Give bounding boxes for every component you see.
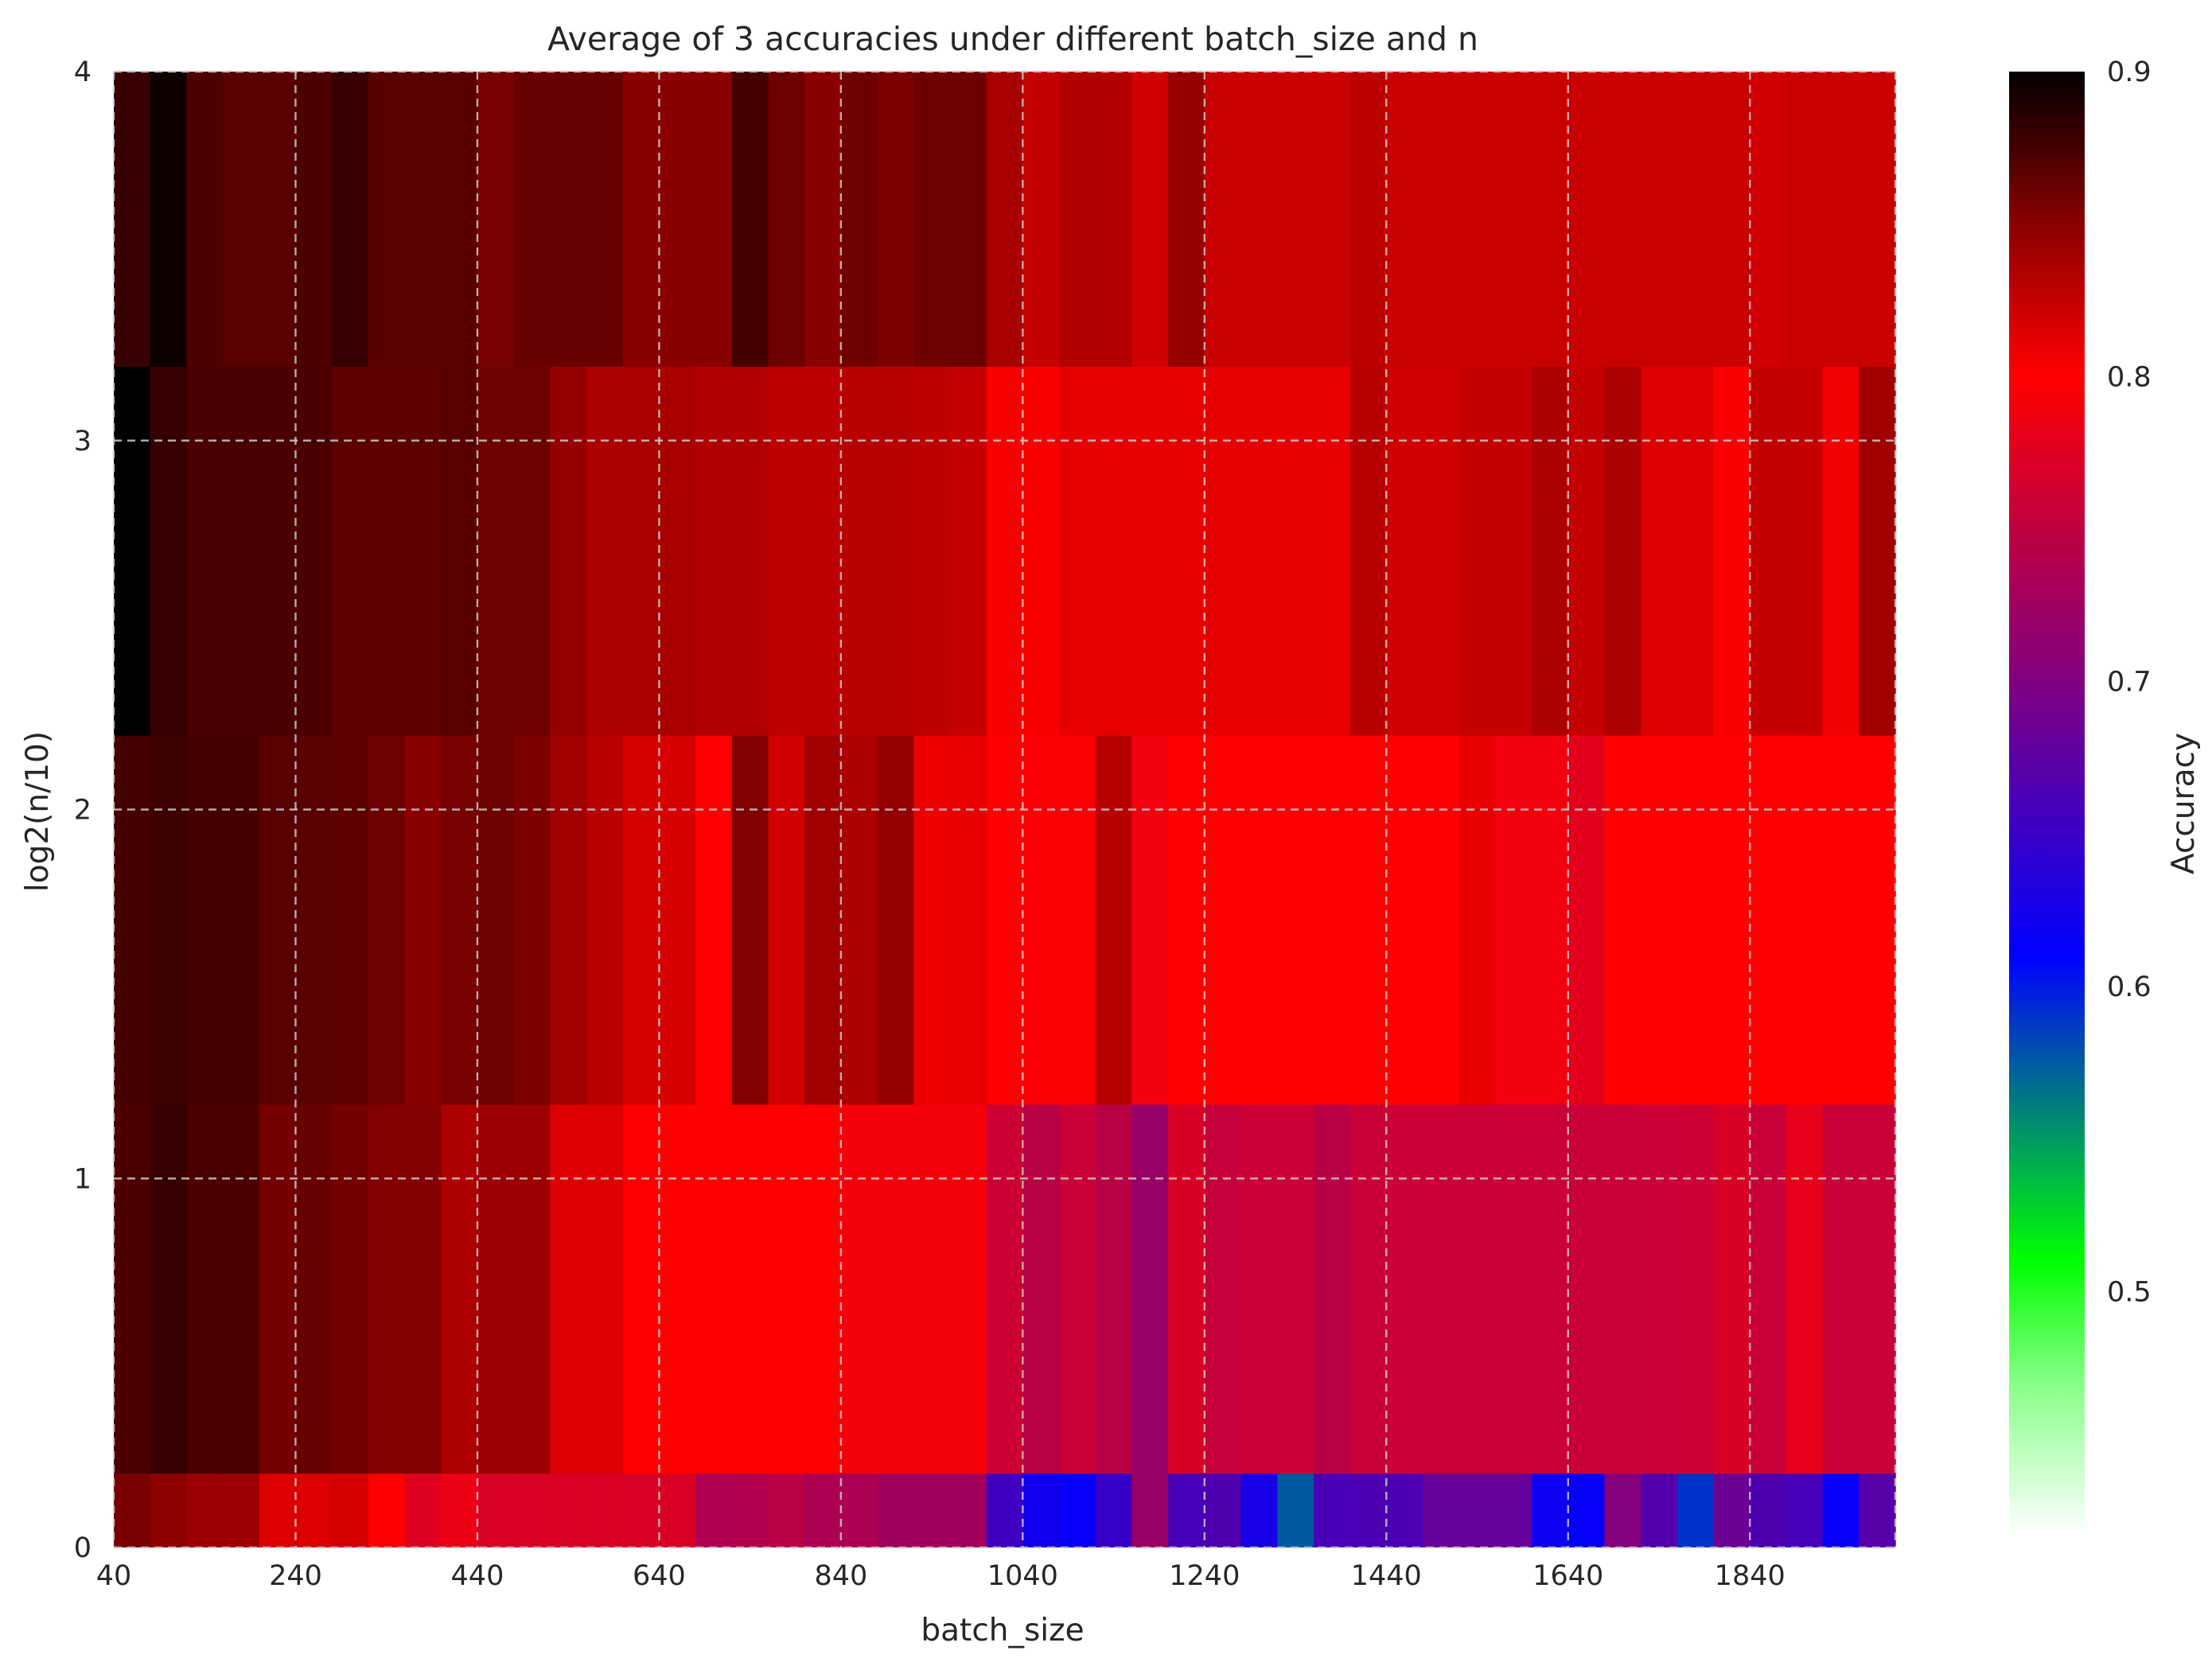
- heatmap-cell: [1895, 72, 1896, 367]
- x-tick-label: 840: [814, 1560, 867, 1592]
- x-tick-label: 40: [96, 1560, 132, 1592]
- heatmap-cell: [622, 72, 660, 367]
- heatmap-cell: [1386, 72, 1423, 367]
- chart-title: Average of 3 accuracies under different …: [547, 20, 1478, 58]
- heatmap-cell: [295, 72, 333, 367]
- heatmap-cell: [186, 72, 224, 367]
- heatmap-cell: [731, 72, 769, 367]
- heatmap-cell: [150, 72, 187, 367]
- heatmap-cell: [1604, 72, 1641, 367]
- heatmap-cell: [1750, 72, 1787, 367]
- heatmap-cell: [840, 72, 878, 367]
- heatmap-cells: [114, 72, 1896, 1547]
- heatmap-cell: [223, 72, 260, 367]
- y-tick-label: 4: [74, 56, 92, 88]
- heatmap-cell: [1532, 72, 1569, 367]
- heatmap-cell: [1713, 72, 1751, 367]
- heatmap-cell: [477, 72, 515, 367]
- y-tick-label: 0: [74, 1532, 92, 1564]
- heatmap-cell: [1022, 72, 1060, 367]
- heatmap-cell: [1495, 72, 1532, 367]
- colorbar-tick-label: 0.6: [2107, 971, 2152, 1003]
- x-tick-labels: 40 240 440 640 840 1040 1240 1440 1640 1840: [96, 1560, 1786, 1592]
- heatmap-cell: [877, 72, 914, 367]
- heatmap-cell: [1458, 72, 1496, 367]
- heatmap-cell: [550, 72, 587, 367]
- heatmap-cell: [986, 72, 1023, 367]
- heatmap-cell: [1895, 883, 1896, 1474]
- heatmap-cell: [332, 72, 369, 367]
- heatmap-cell: [1349, 72, 1387, 367]
- heatmap-cell: [1204, 72, 1242, 367]
- heatmap-cell: [1131, 72, 1169, 367]
- heatmap-cell: [1567, 72, 1606, 367]
- colorbar-tick-label: 0.9: [2107, 56, 2152, 88]
- heatmap-cell: [1168, 72, 1205, 367]
- y-tick-label: 2: [74, 795, 92, 827]
- x-tick-label: 240: [269, 1560, 322, 1592]
- heatmap-cell: [1422, 72, 1460, 367]
- grid-lines: [112, 70, 1897, 1549]
- x-tick-label: 1240: [1169, 1560, 1240, 1592]
- heatmap-cell: [949, 72, 987, 367]
- x-axis-label: batch_size: [921, 1613, 1084, 1648]
- heatmap-cell: [804, 72, 842, 367]
- colorbar-tick-label: 0.5: [2107, 1276, 2152, 1308]
- colorbar-tick-label: 0.7: [2107, 667, 2152, 699]
- heatmap-cell: [1822, 72, 1860, 367]
- heatmap-cell: [1059, 72, 1096, 367]
- colorbar-label: Accuracy: [2166, 733, 2202, 874]
- heatmap-cell: [659, 72, 696, 367]
- colorbar-ticks: 0.5 0.6 0.7 0.8 0.9: [2107, 56, 2152, 1308]
- heatmap-cell: [259, 72, 297, 367]
- heatmap-cell: [913, 72, 951, 367]
- heatmap-cell: [1240, 72, 1278, 367]
- x-tick-label: 1640: [1532, 1560, 1603, 1592]
- heatmap-cell: [1313, 72, 1351, 367]
- heatmap-cell: [1641, 72, 1678, 367]
- heatmap-cell: [114, 72, 151, 367]
- x-tick-label: 1440: [1351, 1560, 1422, 1592]
- colorbar: [2009, 72, 2085, 1536]
- heatmap-cell: [1677, 72, 1715, 367]
- heatmap-cell: [1786, 72, 1824, 367]
- colorbar-tick-label: 0.8: [2107, 361, 2152, 393]
- y-tick-label: 1: [74, 1163, 92, 1195]
- heatmap-cell: [586, 72, 624, 367]
- x-tick-label: 1840: [1715, 1560, 1786, 1592]
- heatmap-cell: [368, 72, 406, 367]
- heatmap-cell: [404, 72, 442, 367]
- heatmap-cell: [1859, 72, 1896, 367]
- heatmap-cell: [1277, 72, 1314, 367]
- x-tick-label: 440: [451, 1560, 504, 1592]
- y-tick-labels: 0 1 2 3 4: [74, 56, 92, 1564]
- heatmap-cell: [768, 72, 805, 367]
- x-tick-label: 1040: [987, 1560, 1058, 1592]
- y-axis-label: log2(n/10): [20, 731, 56, 892]
- heatmap-cell: [1095, 72, 1133, 367]
- y-tick-label: 3: [74, 426, 92, 457]
- heatmap-cell: [513, 72, 551, 367]
- heatmap-cell: [441, 72, 478, 367]
- heatmap-cell: [695, 72, 733, 367]
- x-tick-label: 640: [633, 1560, 686, 1592]
